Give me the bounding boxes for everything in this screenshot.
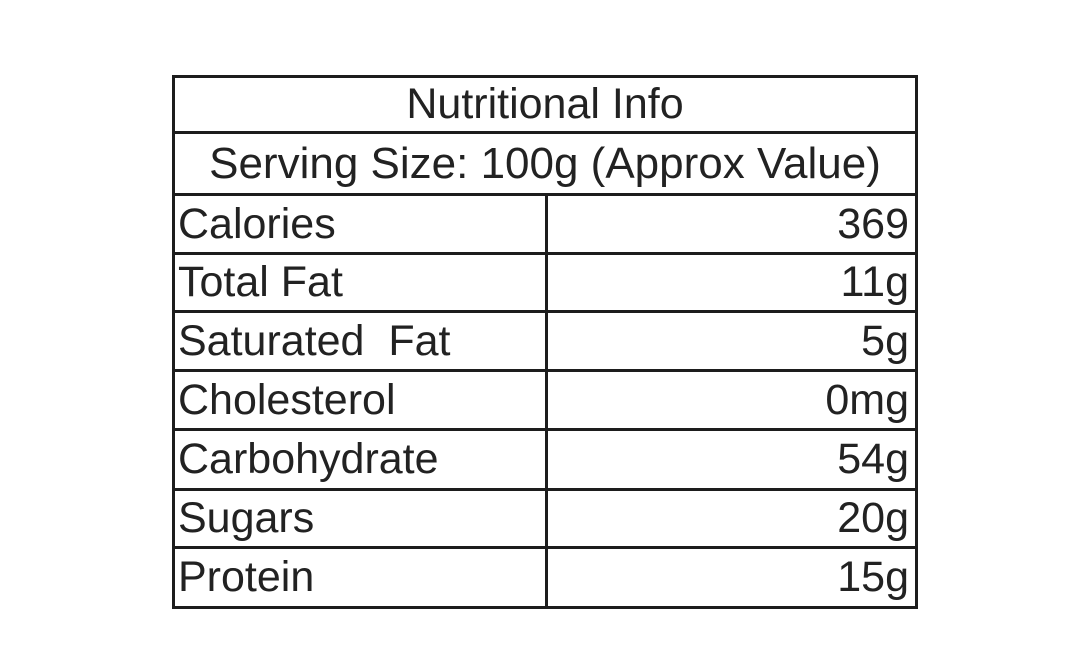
nutrient-label-carbohydrate: Carbohydrate: [175, 431, 548, 491]
nutrient-label-protein: Protein: [175, 549, 548, 606]
nutrient-value-sugars: 20g: [548, 491, 915, 549]
nutritional-info-table: Nutritional Info Serving Size: 100g (App…: [172, 75, 918, 609]
nutrient-value-carbohydrate: 54g: [548, 431, 915, 491]
nutrient-value-protein: 15g: [837, 553, 909, 601]
nutrient-value-saturated-fat: 5g: [548, 313, 915, 372]
serving-size-row: Serving Size: 100g (Approx Value): [175, 134, 915, 196]
nutrient-label-sugars: Sugars: [175, 491, 548, 549]
nutrient-label-total-fat: Total Fat: [175, 255, 548, 313]
table-title: Nutritional Info: [175, 78, 915, 134]
nutrient-value-calories: 369: [548, 196, 915, 255]
nutrient-label-saturated-fat: Saturated Fat: [175, 313, 548, 372]
nutrient-label-cholesterol: Cholesterol: [175, 372, 548, 431]
nutrient-value-cholesterol: 0mg: [548, 372, 915, 431]
nutrient-value-total-fat: 11g: [548, 255, 915, 313]
nutrient-label-calories: Calories: [175, 196, 548, 255]
